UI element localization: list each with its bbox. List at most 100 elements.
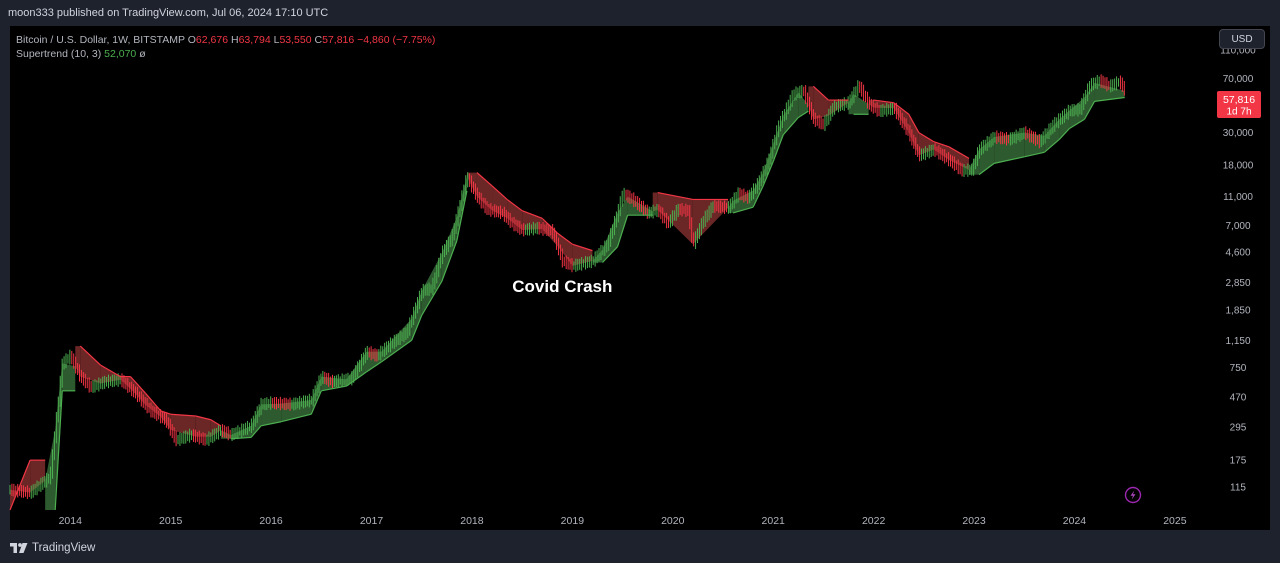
y-tick-label: 110,000 <box>1220 45 1256 56</box>
supertrend-fill-segment <box>30 460 46 493</box>
supertrend-fill-segment <box>476 172 493 211</box>
supertrend-line-segment <box>476 172 493 187</box>
y-tick-label: 2,850 <box>1225 278 1250 289</box>
supertrend-line-segment <box>918 132 935 143</box>
chart-area[interactable] <box>10 26 1270 530</box>
supertrend-line-segment <box>772 134 784 162</box>
close-value: 57,816 <box>322 34 355 46</box>
x-tick-label: 2017 <box>360 515 384 527</box>
supertrend-line-segment <box>893 102 910 115</box>
supertrend-line-segment <box>170 413 196 417</box>
low-value: 53,550 <box>279 34 312 46</box>
supertrend-line-segment <box>321 385 347 392</box>
x-tick-label: 2015 <box>159 515 183 527</box>
price-tag-countdown: 1d 7h <box>1226 107 1251 118</box>
y-tick-label: 11,000 <box>1223 192 1253 203</box>
y-tick-label: 1,850 <box>1225 305 1250 316</box>
y-tick-label: 1,150 <box>1225 336 1250 347</box>
supertrend-line-segment <box>812 85 829 101</box>
supertrend-fill-segment <box>657 192 693 245</box>
supertrend-fill-segment <box>994 132 1025 164</box>
supertrend-line-segment <box>441 240 458 282</box>
supertrend-fill-segment <box>441 217 457 282</box>
y-tick-label: 750 <box>1230 363 1247 374</box>
supertrend-line-segment <box>994 156 1025 164</box>
supertrend-line-segment <box>873 99 894 104</box>
supertrend-line-segment <box>506 198 523 212</box>
y-tick-label: 295 <box>1230 422 1247 433</box>
supertrend-line-segment <box>280 413 312 423</box>
last-price-tag: 57,816 1d 7h <box>1217 91 1261 118</box>
supertrend-fill-segment <box>1094 82 1125 102</box>
x-tick-label: 2019 <box>561 515 585 527</box>
lightning-icon[interactable] <box>1124 486 1142 504</box>
supertrend-line-segment <box>79 345 101 366</box>
supertrend-line-segment <box>782 117 799 136</box>
supertrend-fill-segment <box>1059 110 1070 140</box>
x-axis[interactable]: 2014 2015 2016 2017 2018 2019 2020 2021 2022 2023… <box>59 515 1187 527</box>
indicator-legend-row[interactable]: Supertrend (10, 3) 52,070 ø <box>16 47 435 61</box>
supertrend-fill-segment <box>798 92 809 118</box>
supertrend-line-segment <box>908 113 920 133</box>
x-tick-label: 2016 <box>259 515 283 527</box>
supertrend-fill-segment <box>210 419 221 437</box>
supertrend-fill-segment <box>1084 82 1095 120</box>
currency-button[interactable]: USD <box>1219 29 1265 49</box>
x-tick-label: 2014 <box>59 515 83 527</box>
tradingview-brand[interactable]: TradingView <box>10 542 95 554</box>
supertrend-line-segment <box>616 215 629 247</box>
y-tick-label: 70,000 <box>1223 74 1254 85</box>
supertrend-line-segment <box>752 185 764 208</box>
supertrend-line-segment <box>1024 151 1045 158</box>
supertrend-fill-segment <box>813 86 829 120</box>
supertrend-line-segment <box>421 281 443 316</box>
supertrend-line-segment <box>657 191 693 201</box>
supertrend-line-segment <box>130 376 147 394</box>
symbol-legend-row[interactable]: Bitcoin / U.S. Dollar, 1W, BITSTAMP O62,… <box>16 33 435 47</box>
supertrend-line-segment <box>310 390 322 415</box>
published-info: moon333 published on TradingView.com, Ju… <box>8 7 329 19</box>
supertrend-fill-segment <box>366 351 382 372</box>
supertrend-line-segment <box>346 371 367 387</box>
change-value: −4,860 (−7.75%) <box>357 34 436 46</box>
supertrend-line-segment <box>456 190 468 241</box>
y-tick-label: 30,000 <box>1223 128 1254 139</box>
x-tick-label: 2024 <box>1063 515 1087 527</box>
supertrend-line-segment <box>762 161 774 187</box>
covid-crash-annotation: Covid Crash <box>512 277 612 296</box>
supertrend-line-segment <box>1043 138 1060 153</box>
supertrend-line-segment <box>933 141 950 148</box>
supertrend-line-segment <box>210 419 222 427</box>
high-label: H <box>230 34 239 46</box>
tradingview-brand-text: TradingView <box>32 542 96 554</box>
indicator-extra: ø <box>139 48 146 60</box>
low-label: L <box>273 34 280 46</box>
supertrend-line-segment <box>521 210 543 219</box>
x-tick-label: 2022 <box>862 515 886 527</box>
y-tick-label: 175 <box>1230 456 1247 467</box>
supertrend-fill-segment <box>853 94 869 115</box>
supertrend-fill-segment <box>893 102 909 133</box>
supertrend-line-segment <box>572 243 593 252</box>
indicator-value: 52,070 <box>104 48 137 60</box>
y-tick-label: 18,000 <box>1223 161 1254 172</box>
supertrend-line-segment <box>1069 118 1085 129</box>
close-label: C <box>314 34 323 46</box>
supertrend-line-segment <box>978 162 995 176</box>
footer-bar: TradingView <box>0 530 1280 563</box>
supertrend-fill-segment <box>100 364 121 384</box>
price-tag-price: 57,816 <box>1223 94 1255 106</box>
y-tick-label: 7,000 <box>1225 221 1250 232</box>
supertrend-fill-segment <box>808 86 814 120</box>
supertrend-fill-segment <box>753 172 764 208</box>
y-axis[interactable]: 110,000 70,000 30,000 18,000 11,000 7,000 4,60… <box>1220 45 1256 493</box>
x-tick-label: 2021 <box>762 515 786 527</box>
supertrend-line-segment <box>195 415 211 421</box>
supertrend-line-segment <box>145 392 162 412</box>
supertrend-fill-segment <box>918 132 934 156</box>
supertrend-fill-segment <box>1069 97 1085 129</box>
supertrend-line-segment <box>1083 101 1096 120</box>
tradingview-logo-icon <box>10 543 28 553</box>
supertrend-fill-segment <box>1044 119 1060 153</box>
